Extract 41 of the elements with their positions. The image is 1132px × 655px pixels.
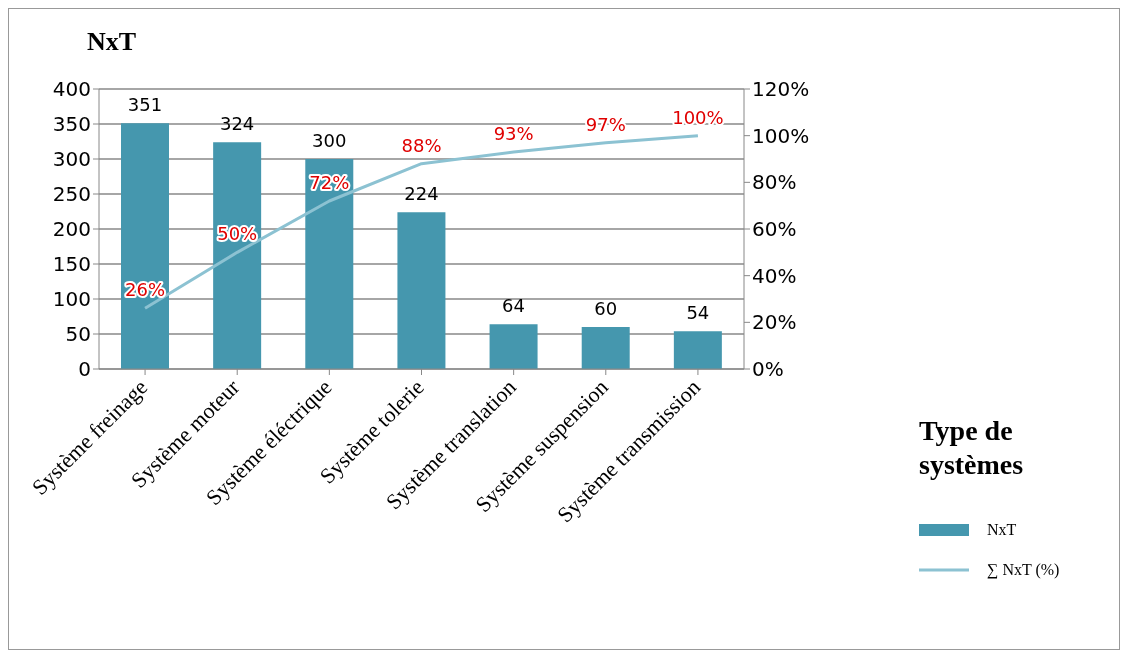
legend-label: ∑ NxT (%) — [987, 561, 1060, 579]
y-tick-label: 150 — [52, 252, 91, 277]
data-label: 88% — [401, 134, 442, 156]
data-label: 54 — [686, 302, 710, 324]
data-label: 50% — [217, 223, 258, 245]
y-tick-label: 0 — [78, 357, 91, 382]
y2-tick-label: 60% — [752, 217, 797, 242]
data-label: 351 — [127, 94, 163, 116]
y2-tick-label: 100% — [752, 123, 810, 148]
bar — [121, 123, 169, 369]
data-label: 26% — [125, 279, 166, 301]
bar — [213, 142, 262, 369]
data-label: 97% — [585, 113, 626, 135]
y-axis-title: NxT — [87, 27, 137, 57]
data-label: 324 — [219, 113, 255, 135]
y-tick-label: 50 — [65, 322, 91, 347]
bar — [581, 327, 630, 369]
y-tick-label: 400 — [52, 77, 91, 102]
data-label: 224 — [404, 183, 439, 205]
y2-tick-label: 0% — [752, 357, 784, 382]
y2-tick-label: 80% — [752, 170, 797, 195]
bar — [397, 212, 446, 369]
y2-tick-label: 20% — [752, 310, 797, 335]
y2-tick-label: 40% — [752, 263, 797, 288]
bar — [305, 159, 354, 369]
data-label: 100% — [672, 106, 724, 128]
data-label: 60 — [594, 298, 618, 319]
bar — [673, 331, 722, 369]
y-tick-label: 300 — [52, 147, 91, 172]
data-label: 72% — [309, 172, 350, 193]
y-tick-label: 100 — [52, 287, 91, 312]
legend-label: NxT — [987, 521, 1017, 539]
bar — [489, 324, 538, 369]
y-tick-label: 200 — [52, 217, 91, 242]
x-axis-title: Type de systèmes — [919, 414, 1025, 482]
y2-tick-label: 120% — [752, 77, 810, 102]
y-tick-label: 250 — [52, 182, 91, 207]
y-tick-label: 350 — [52, 112, 91, 137]
data-label: 64 — [502, 295, 526, 317]
data-label: 300 — [312, 130, 347, 151]
data-label: 93% — [493, 123, 534, 144]
